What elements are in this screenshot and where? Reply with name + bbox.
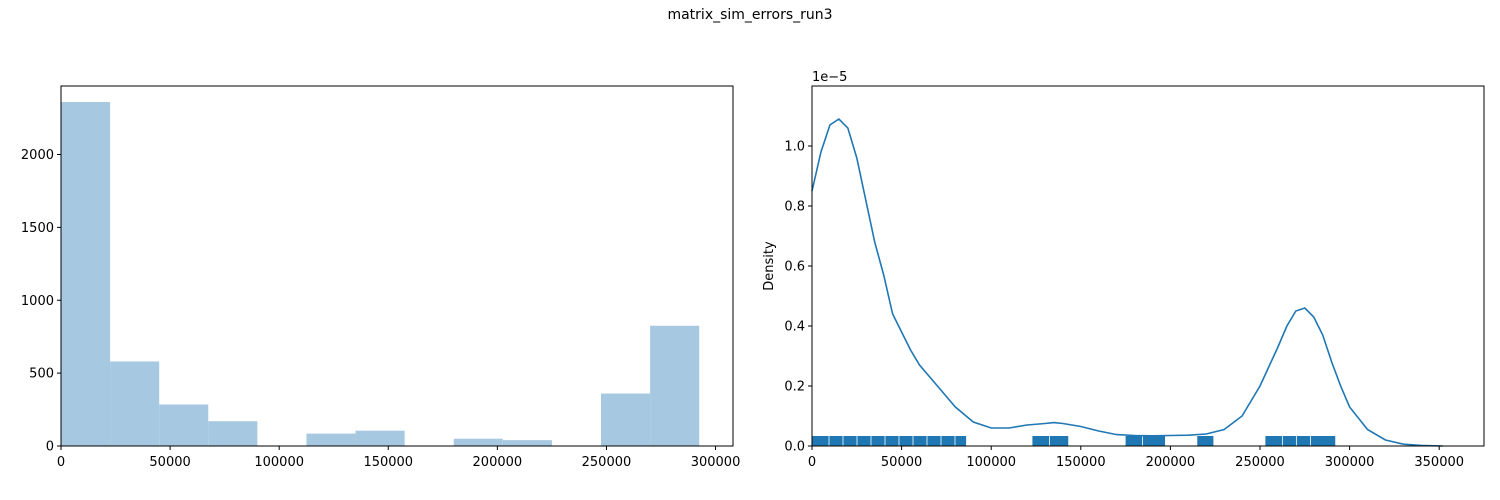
y-tick-label: 0.2 bbox=[784, 380, 805, 395]
density-chart: 0 50000 100000 150000 200000 250000 300000 3500… bbox=[762, 70, 1485, 470]
y-tick-label: 500 bbox=[29, 367, 54, 382]
plot-frame bbox=[60, 85, 734, 447]
y-tick-label: 2000 bbox=[21, 148, 54, 163]
y-tick-label: 1500 bbox=[21, 221, 54, 236]
rug-marks bbox=[1125, 436, 1166, 446]
rug-marks bbox=[1265, 436, 1336, 446]
histogram-bar bbox=[208, 421, 258, 446]
x-tick-label: 50000 bbox=[149, 455, 190, 470]
x-tick-label: 150000 bbox=[1056, 455, 1106, 470]
histogram-bar bbox=[355, 430, 405, 446]
histogram-bar bbox=[502, 440, 552, 446]
y-tick-label: 0.4 bbox=[784, 320, 805, 335]
histogram-bar bbox=[110, 361, 160, 446]
x-tick-label: 300000 bbox=[1325, 455, 1375, 470]
rug-marks bbox=[1032, 436, 1069, 446]
x-tick-label: 250000 bbox=[1235, 455, 1285, 470]
figure-title: matrix_sim_errors_run3 bbox=[667, 7, 833, 23]
histogram-bar bbox=[159, 404, 209, 446]
x-tick-label: 0 bbox=[808, 455, 816, 470]
histogram-chart: 0 50000 100000 150000 200000 250000 300000 0 500… bbox=[21, 85, 741, 470]
x-tick-label: 0 bbox=[57, 455, 65, 470]
plot-frame bbox=[811, 85, 1485, 447]
y-tick-label: 0.0 bbox=[784, 440, 805, 455]
x-tick-label: 250000 bbox=[582, 455, 632, 470]
histogram-bar bbox=[601, 393, 651, 446]
x-tick-label: 200000 bbox=[473, 455, 523, 470]
y-axis-label: Density bbox=[762, 241, 777, 291]
y-tick-label: 1.0 bbox=[784, 140, 805, 155]
histogram-bar bbox=[306, 433, 356, 446]
x-tick-label: 50000 bbox=[881, 455, 922, 470]
rug-marks bbox=[1197, 436, 1214, 446]
rug-marks bbox=[812, 436, 967, 446]
x-tick-label: 100000 bbox=[254, 455, 304, 470]
y-scale-offset-label: 1e−5 bbox=[812, 70, 847, 85]
histogram-bar bbox=[61, 102, 111, 447]
y-tick-label: 0.8 bbox=[784, 200, 805, 215]
y-tick-label: 0.6 bbox=[784, 260, 805, 275]
x-tick-label: 350000 bbox=[1414, 455, 1464, 470]
y-tick-label: 1000 bbox=[21, 294, 54, 309]
histogram-bar bbox=[453, 438, 503, 446]
density-curve bbox=[811, 117, 1443, 447]
x-tick-label: 300000 bbox=[691, 455, 741, 470]
y-tick-label: 0 bbox=[46, 440, 54, 455]
x-tick-label: 100000 bbox=[966, 455, 1016, 470]
x-tick-label: 200000 bbox=[1146, 455, 1196, 470]
x-tick-label: 150000 bbox=[363, 455, 413, 470]
histogram-bar bbox=[650, 325, 700, 446]
